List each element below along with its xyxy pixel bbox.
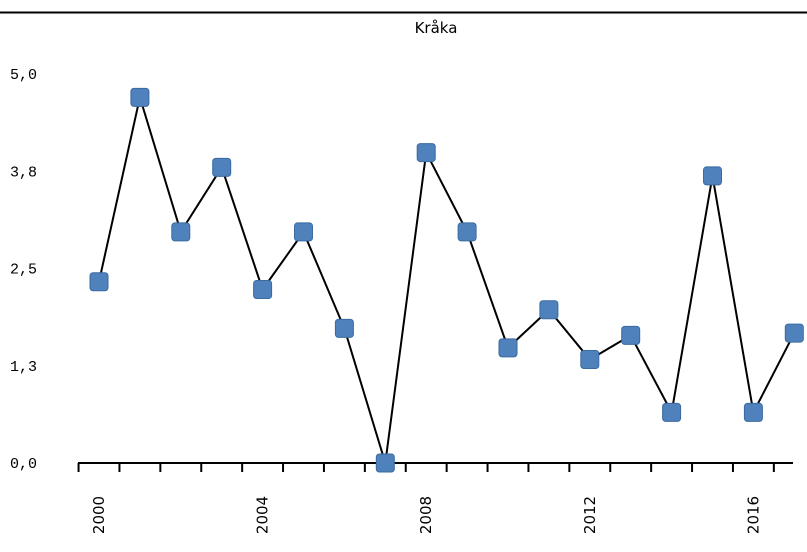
data-point-marker bbox=[621, 325, 641, 345]
series-line bbox=[98, 93, 796, 464]
data-point-marker bbox=[498, 338, 518, 358]
data-point-marker bbox=[580, 350, 600, 370]
x-tick-label: 2008 bbox=[417, 496, 435, 534]
data-point-marker bbox=[212, 157, 232, 177]
x-axis-tick-marks bbox=[77, 463, 775, 472]
data-point-marker bbox=[89, 272, 109, 292]
y-tick-label: 2,5 bbox=[10, 262, 37, 279]
data-point-marker bbox=[130, 87, 150, 107]
data-point-marker bbox=[253, 280, 273, 300]
data-point-marker bbox=[416, 143, 436, 163]
y-tick-label: 3,8 bbox=[10, 164, 37, 181]
data-point-marker bbox=[171, 222, 191, 242]
x-tick-label: 2004 bbox=[254, 496, 272, 534]
x-tick-label: 2012 bbox=[581, 496, 599, 534]
data-point-marker bbox=[457, 222, 477, 242]
series-markers bbox=[89, 87, 804, 473]
x-tick-label: 2016 bbox=[744, 496, 762, 534]
data-point-marker bbox=[294, 222, 313, 242]
data-point-marker bbox=[743, 402, 763, 422]
y-axis-tick-labels: 0,0 1,3 2,5 3,8 5,0 bbox=[10, 67, 37, 473]
chart-title: Kråka bbox=[415, 19, 458, 37]
x-axis-tick-labels: 2000 2004 2008 2012 2016 bbox=[90, 496, 762, 534]
data-point-marker bbox=[539, 300, 559, 320]
data-point-marker bbox=[784, 323, 804, 343]
y-tick-label: 5,0 bbox=[10, 67, 37, 84]
y-tick-label: 0,0 bbox=[10, 456, 37, 473]
data-point-marker bbox=[334, 318, 354, 338]
data-point-marker bbox=[662, 402, 682, 422]
data-point-marker bbox=[375, 453, 395, 473]
y-tick-label: 1,3 bbox=[10, 359, 37, 376]
data-point-marker bbox=[703, 166, 722, 186]
x-tick-label: 2000 bbox=[90, 496, 108, 534]
